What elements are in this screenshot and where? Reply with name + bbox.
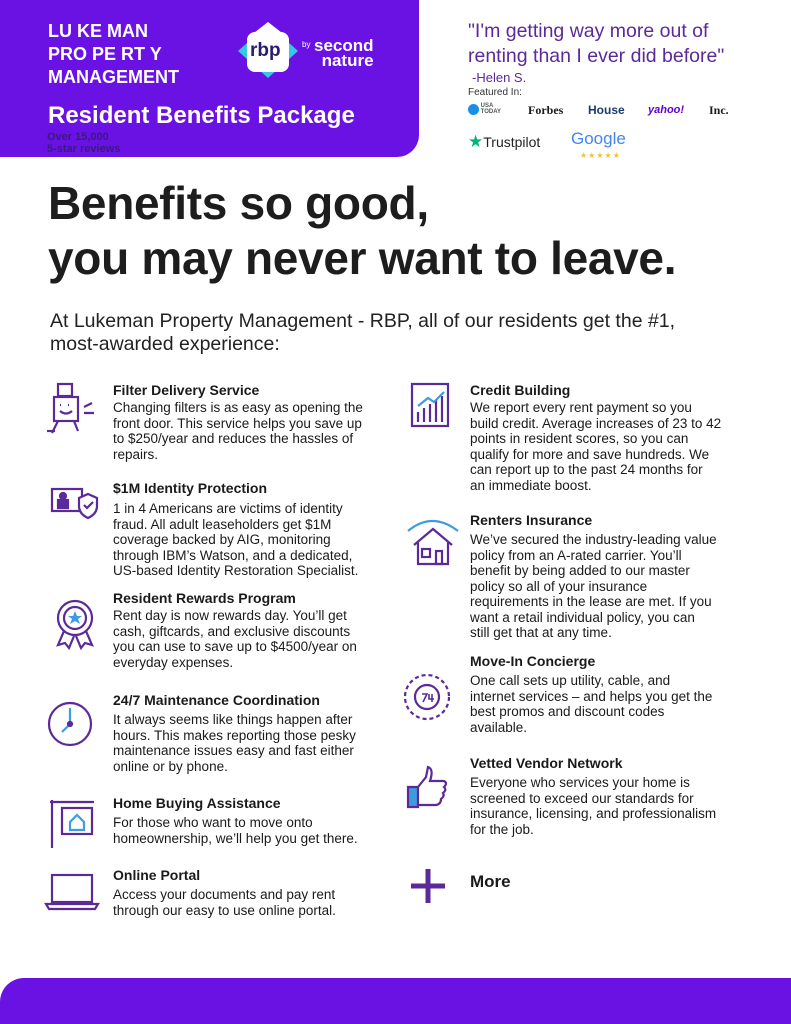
clock-icon (47, 701, 93, 747)
benefit-maintenance: 24/7 Maintenance Coordination It always s… (113, 692, 356, 774)
benefit-desc: For those who want to move onto homeowne… (113, 815, 358, 846)
benefit-title: Home Buying Assistance (113, 795, 281, 811)
benefit-desc: Everyone who services your home is scree… (470, 775, 717, 837)
featured-in-label: Featured In: (468, 87, 522, 98)
benefit-title: $1M Identity Protection (113, 480, 268, 496)
benefit-title: 24/7 Maintenance Coordination (113, 692, 320, 708)
benefit-desc: Changing filters is as easy as opening t… (113, 400, 363, 462)
benefit-title: Resident Rewards Program (113, 590, 296, 606)
press-inc: Inc. (709, 103, 729, 117)
benefit-filter-delivery: Filter Delivery Service Changing filters … (113, 382, 363, 462)
benefit-title: Filter Delivery Service (113, 382, 260, 398)
trustpilot-star-icon: ★ (468, 132, 484, 151)
benefit-title: Move-In Concierge (470, 653, 596, 669)
identity-shield-icon (50, 487, 99, 520)
press-usa-today: USA TODAY (468, 103, 501, 115)
intro-text: At Lukeman Property Management - RBP, al… (50, 310, 676, 355)
benefit-desc: Rent day is now rewards day. You’ll get … (113, 608, 357, 670)
benefit-title: Credit Building (470, 382, 571, 398)
benefit-desc: We’ve secured the industry-leading value… (470, 532, 717, 640)
footer-bar (0, 978, 791, 1024)
more-label[interactable]: More (470, 872, 511, 891)
logo-by: by (302, 40, 311, 49)
trustpilot-logo: ★Trustpilot (468, 132, 541, 151)
company-name: LU KE MAN PRO PE RT Y MANAGEMENT (48, 21, 179, 87)
headline: Benefits so good, you may never want to … (48, 177, 677, 284)
benefit-title: Renters Insurance (470, 512, 593, 528)
benefit-desc: It always seems like things happen after… (113, 712, 356, 774)
press-yahoo: yahoo! (648, 104, 685, 116)
house-umbrella-icon (407, 519, 459, 566)
google-stars: ★★★★★ (580, 151, 621, 160)
benefit-online-portal: Online Portal Access your documents and p… (113, 867, 336, 918)
testimonial-quote: "I'm getting way more out of renting tha… (468, 20, 725, 67)
benefit-credit-building: Credit Building We report every rent paym… (470, 382, 721, 493)
benefit-home-buying: Home Buying Assistance For those who want… (113, 795, 358, 846)
header-banner: LU KE MAN PRO PE RT Y MANAGEMENT rbp by … (0, 0, 419, 157)
rbp-logo-text: rbp (250, 40, 281, 61)
award-ribbon-icon (56, 599, 94, 650)
thermostat-icon (403, 673, 451, 721)
house-sign-icon (50, 800, 94, 848)
benefit-resident-rewards: Resident Rewards Program Rent day is now … (113, 590, 357, 670)
benefit-vetted-vendor: Vetted Vendor Network Everyone who servic… (470, 755, 716, 837)
usa-today-dot-icon (468, 103, 479, 115)
benefit-renters-insurance: Renters Insurance We’ve secured the indus… (470, 512, 717, 641)
reviews-count: Over 15,000 5-star reviews (47, 131, 121, 155)
bar-chart-icon (410, 382, 450, 428)
rbp-logo-icon (238, 22, 298, 78)
benefit-desc: One call sets up utility, cable, and int… (470, 673, 713, 735)
google-logo: Google (571, 129, 626, 148)
benefit-desc: Access your documents and pay rent throu… (113, 887, 336, 918)
benefit-desc: 1 in 4 Americans are victims of identity… (113, 501, 359, 578)
plus-icon[interactable] (408, 866, 448, 906)
benefit-title: Vetted Vendor Network (470, 755, 623, 771)
benefit-move-in-concierge: Move-In Concierge One call sets up utilit… (470, 653, 712, 735)
testimonial-author: -Helen S. (472, 70, 527, 85)
thumbs-up-icon (406, 765, 448, 809)
package-title: Resident Benefits Package (48, 102, 355, 129)
benefit-desc: We report every rent payment so you buil… (470, 400, 722, 493)
laptop-icon (44, 873, 100, 911)
benefit-identity-protection: $1M Identity Protection 1 in 4 Americans … (113, 480, 358, 579)
press-forbes: Forbes (528, 103, 564, 117)
benefit-title: Online Portal (113, 867, 201, 883)
press-house: House (588, 103, 625, 117)
second-nature-logo: second nature (314, 36, 374, 70)
filter-box-icon (47, 382, 94, 434)
